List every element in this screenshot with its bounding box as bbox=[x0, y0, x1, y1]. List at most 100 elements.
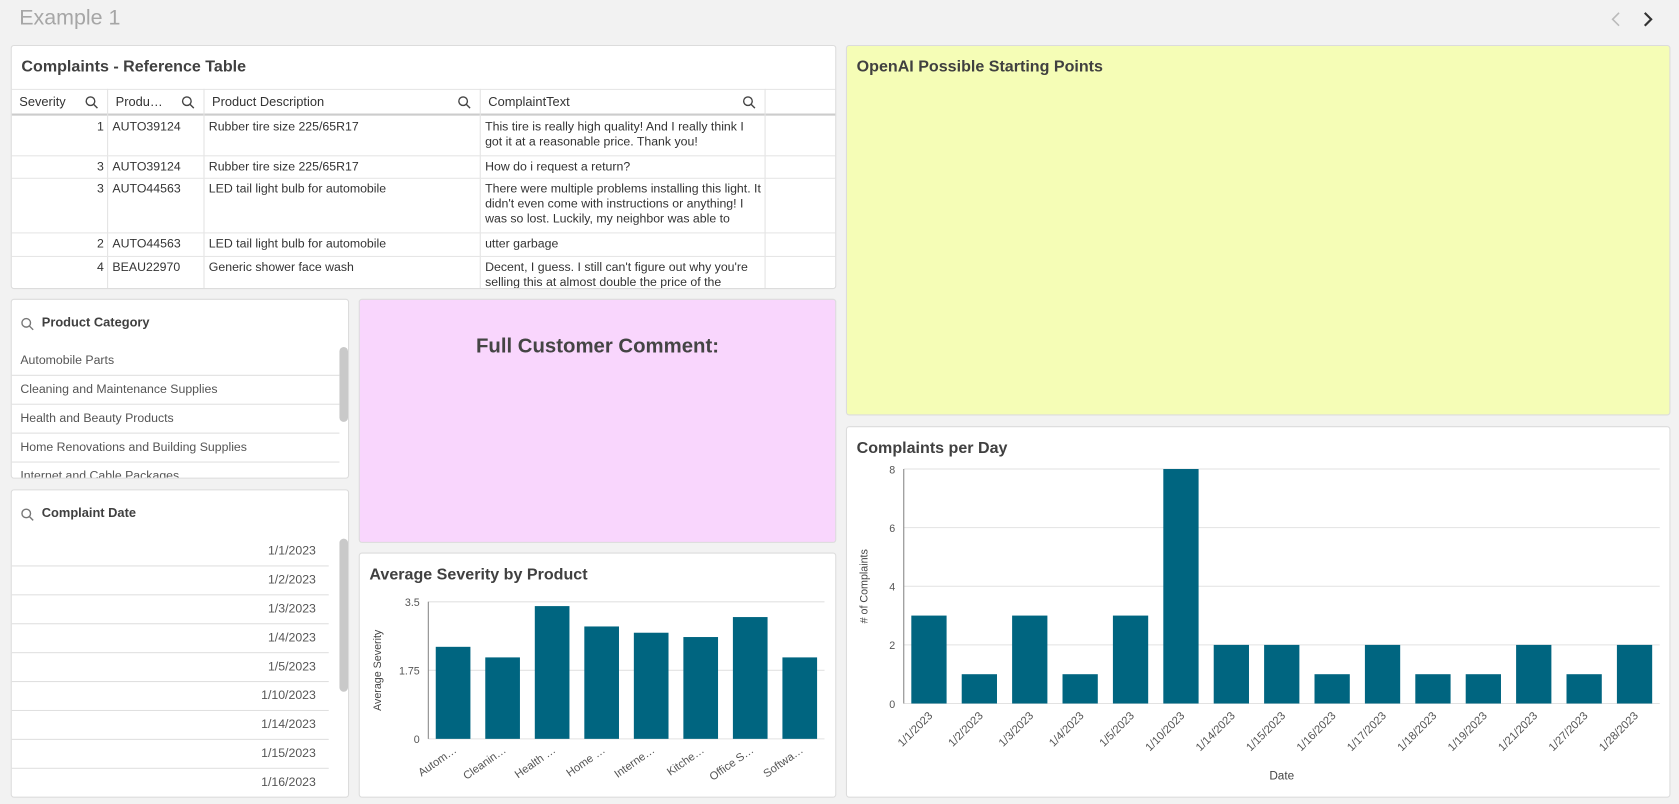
list-item[interactable]: 1/16/2023 bbox=[11, 769, 329, 797]
x-tick-label: Home … bbox=[564, 744, 607, 779]
bar bbox=[584, 626, 619, 739]
bar bbox=[1465, 674, 1501, 704]
bar bbox=[1516, 644, 1552, 704]
table-cell: AUTO39124 bbox=[112, 160, 181, 174]
scrollbar[interactable] bbox=[339, 346, 349, 422]
column-header: Produ… bbox=[115, 94, 163, 110]
x-tick-label: Autom… bbox=[416, 744, 459, 779]
chart-title: Complaints per Day bbox=[856, 439, 1008, 458]
list-item[interactable]: Cleaning and Maintenance Supplies bbox=[11, 376, 340, 405]
x-tick-label: 1/4/2023 bbox=[1047, 710, 1086, 749]
y-tick-label: 2 bbox=[889, 640, 895, 652]
x-tick-label: Softwa… bbox=[762, 744, 806, 780]
chart-title: Average Severity by Product bbox=[369, 565, 588, 584]
list-item[interactable]: Automobile Parts bbox=[11, 347, 340, 376]
x-tick-label: 1/27/2023 bbox=[1547, 710, 1591, 754]
x-tick-label: 1/2/2023 bbox=[946, 710, 985, 749]
bar bbox=[911, 615, 947, 704]
table-cell: 1 bbox=[97, 121, 104, 134]
search-icon[interactable] bbox=[742, 95, 757, 110]
y-tick-label: 0 bbox=[414, 734, 420, 746]
table-cell: Rubber tire size 225/65R17 bbox=[208, 121, 359, 134]
x-tick-label: 1/14/2023 bbox=[1194, 710, 1238, 754]
table-cell: 3 bbox=[97, 183, 104, 196]
y-tick-label: 6 bbox=[889, 523, 895, 535]
list-item[interactable]: 1/4/2023 bbox=[11, 624, 329, 654]
x-tick-label: 1/28/2023 bbox=[1597, 710, 1641, 754]
table-title: Complaints - Reference Table bbox=[21, 57, 247, 77]
nav-arrows[interactable] bbox=[1606, 9, 1660, 30]
bar bbox=[1566, 674, 1602, 704]
x-tick-label: 1/18/2023 bbox=[1396, 710, 1440, 754]
list-item[interactable]: 1/1/2023 bbox=[11, 538, 329, 567]
header-row bbox=[11, 88, 836, 116]
next-arrow[interactable] bbox=[1643, 12, 1653, 27]
search-icon[interactable] bbox=[20, 508, 35, 523]
y-axis-label: # of Complaints bbox=[858, 549, 870, 623]
table-cell: utter garbage bbox=[485, 237, 559, 251]
list-item[interactable]: 1/5/2023 bbox=[11, 653, 329, 683]
prev-arrow[interactable] bbox=[1611, 12, 1620, 27]
bar bbox=[1264, 644, 1300, 704]
list-item[interactable]: 1/10/2023 bbox=[11, 682, 329, 712]
table-cell: LED tail light bulb for automobile bbox=[208, 183, 387, 196]
bar bbox=[1364, 644, 1401, 704]
bar bbox=[485, 657, 520, 739]
bar bbox=[1616, 644, 1653, 704]
list-item[interactable]: Health and Beauty Products bbox=[11, 405, 340, 434]
bar bbox=[1112, 615, 1149, 704]
bar bbox=[1062, 674, 1098, 704]
table-cell: There were multiple problems installing … bbox=[485, 183, 761, 226]
y-tick-label: 8 bbox=[889, 464, 895, 476]
column-header: Product Description bbox=[212, 94, 325, 110]
x-tick-label: 1/21/2023 bbox=[1496, 710, 1540, 754]
bar bbox=[534, 606, 570, 739]
x-tick-label: Cleanin… bbox=[461, 744, 508, 782]
x-tick-label: 1/10/2023 bbox=[1144, 710, 1188, 754]
column-divider bbox=[479, 88, 481, 289]
x-tick-label: 1/19/2023 bbox=[1446, 710, 1490, 754]
search-icon[interactable] bbox=[457, 95, 472, 110]
chart-panel: Complaints per Day bbox=[845, 426, 1671, 798]
column-divider bbox=[107, 88, 109, 289]
row-divider bbox=[11, 177, 836, 179]
x-tick-label: Kitche… bbox=[665, 744, 707, 778]
bar bbox=[1415, 674, 1451, 704]
openai-panel: OpenAI Possible Starting Points bbox=[845, 44, 1671, 416]
bar bbox=[732, 617, 768, 739]
table-cell: Decent, I guess. I still can't figure ou… bbox=[485, 261, 748, 290]
table-cell: Generic shower face wash bbox=[208, 261, 354, 275]
list-item[interactable]: 1/2/2023 bbox=[11, 566, 329, 596]
x-tick-label: 1/5/2023 bbox=[1098, 710, 1137, 749]
bar bbox=[435, 646, 471, 739]
search-icon[interactable] bbox=[20, 317, 35, 332]
bar bbox=[1012, 615, 1048, 704]
list-item[interactable]: Home Renovations and Building Supplies bbox=[11, 434, 340, 463]
table-cell: AUTO44563 bbox=[112, 237, 181, 251]
x-tick-label: Interne… bbox=[612, 744, 657, 780]
x-tick-label: 1/3/2023 bbox=[997, 710, 1036, 749]
table-cell: How do i request a return? bbox=[485, 160, 631, 174]
list-item[interactable]: 1/15/2023 bbox=[11, 740, 329, 769]
list-panel: Product Category Automobile Parts Cleanin… bbox=[10, 298, 350, 479]
x-tick-label: Office S… bbox=[708, 744, 757, 783]
y-tick-label: 3.5 bbox=[405, 597, 420, 609]
list-title: Product Category bbox=[41, 314, 150, 330]
bar bbox=[782, 657, 818, 739]
row-divider bbox=[11, 255, 836, 257]
search-icon[interactable] bbox=[181, 95, 196, 110]
bar bbox=[1314, 674, 1350, 704]
sheet-title: Example 1 bbox=[19, 6, 121, 30]
bar bbox=[961, 674, 997, 704]
search-icon[interactable] bbox=[85, 95, 100, 110]
list-item[interactable]: 1/14/2023 bbox=[11, 711, 329, 740]
table-cell: Rubber tire size 225/65R17 bbox=[208, 160, 359, 174]
list-item[interactable]: 1/3/2023 bbox=[11, 595, 329, 625]
scrollbar[interactable] bbox=[339, 538, 349, 692]
table-cell: LED tail light bulb for automobile bbox=[208, 237, 387, 251]
table-panel: Complaints - Reference Table Severity Pro… bbox=[10, 44, 837, 290]
x-tick-label: 1/16/2023 bbox=[1295, 710, 1339, 754]
list-item[interactable]: Internet and Cable Packages bbox=[12, 463, 340, 477]
